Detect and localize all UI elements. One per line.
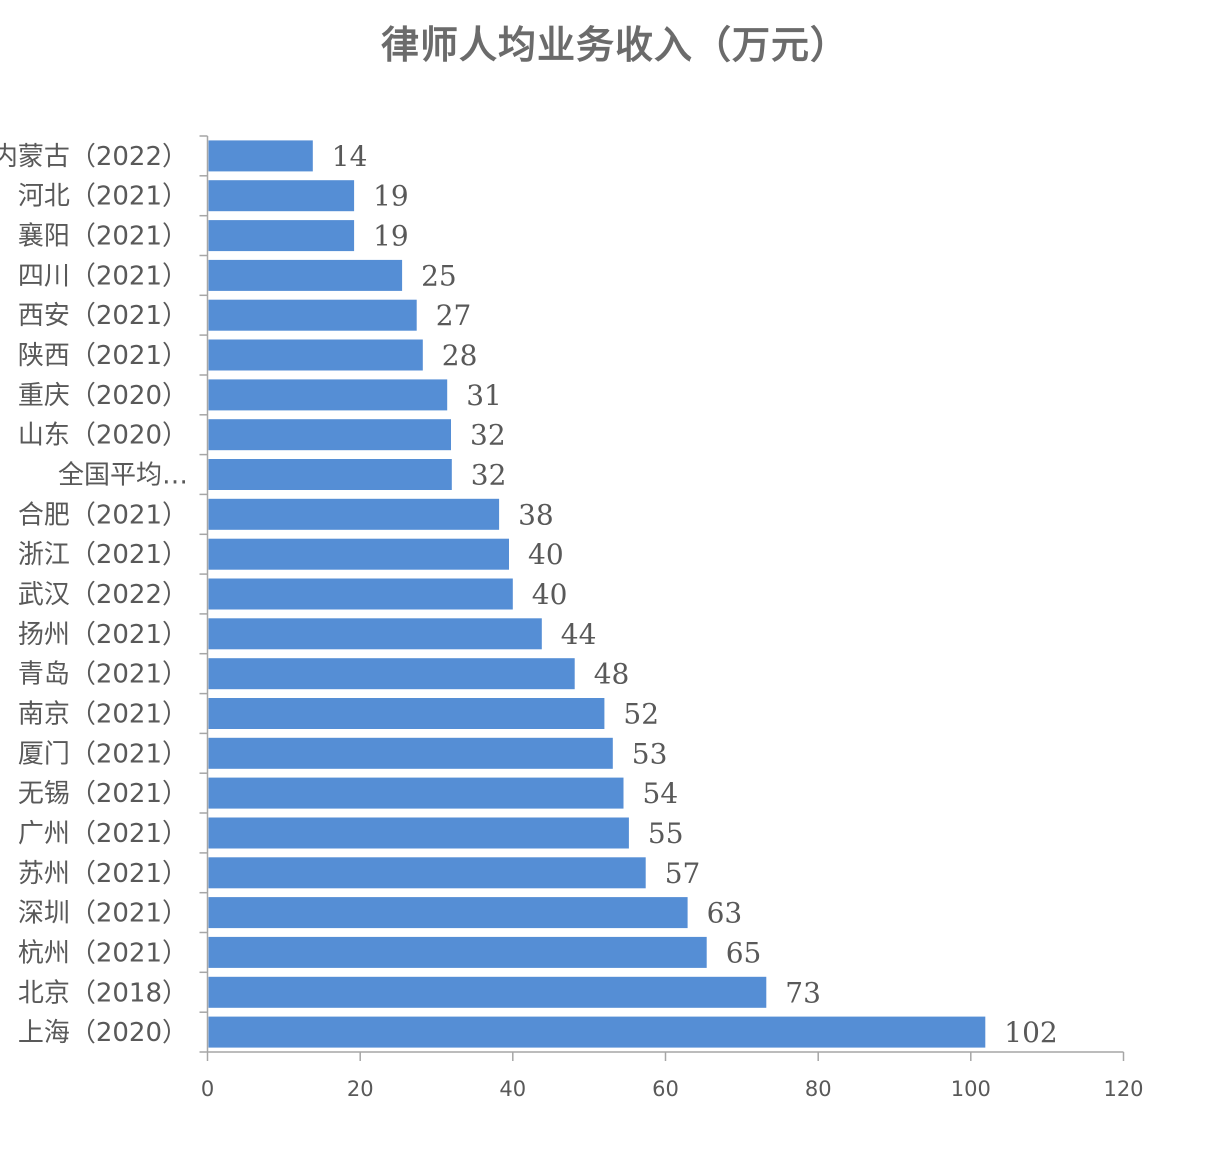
data-label: 19 — [373, 220, 409, 253]
category-label: 襄阳（2021） — [18, 222, 188, 252]
bar — [208, 379, 448, 411]
bars-group — [208, 140, 986, 1048]
category-label: 深圳（2021） — [18, 899, 188, 929]
data-label: 54 — [643, 777, 679, 810]
bar — [208, 419, 451, 451]
bar — [208, 180, 355, 212]
category-label: 内蒙古（2022） — [0, 142, 188, 172]
bar — [208, 339, 423, 371]
data-label: 53 — [632, 737, 668, 770]
data-label: 32 — [470, 419, 506, 452]
bar — [208, 936, 707, 968]
data-label: 31 — [466, 379, 502, 412]
value-labels-group: 1419192527283132323840404448525354555763… — [332, 140, 1058, 1049]
bar — [208, 737, 613, 769]
x-ticks-group: 0 20 40 60 80 100 120 — [201, 1052, 1144, 1101]
data-label: 57 — [665, 857, 701, 890]
category-label: 广州（2021） — [18, 819, 188, 849]
category-label: 四川（2021） — [18, 261, 188, 291]
bar — [208, 220, 355, 252]
category-label: 西安（2021） — [18, 301, 188, 331]
category-label: 重庆（2020） — [18, 381, 188, 411]
category-label: 合肥（2021） — [18, 500, 188, 530]
x-tick-label: 120 — [1103, 1077, 1143, 1101]
data-label: 55 — [648, 817, 684, 850]
x-tick-label: 20 — [347, 1077, 374, 1101]
data-label: 102 — [1004, 1016, 1057, 1049]
category-label: 陕西（2021） — [18, 341, 188, 371]
bar — [208, 658, 575, 690]
data-label: 32 — [471, 459, 507, 492]
chart-title: 律师人均业务收入（万元） — [380, 23, 849, 67]
bar — [208, 857, 646, 889]
data-label: 40 — [528, 538, 564, 571]
data-label: 48 — [594, 658, 630, 691]
bar — [208, 897, 688, 929]
data-label: 65 — [726, 936, 762, 969]
data-label: 44 — [561, 618, 597, 651]
category-label: 河北（2021） — [18, 182, 188, 212]
data-label: 28 — [442, 339, 478, 372]
x-tick-label: 0 — [201, 1077, 214, 1101]
bar — [208, 578, 513, 610]
x-tick-label: 80 — [805, 1077, 832, 1101]
bar — [208, 538, 509, 570]
x-tick-label: 60 — [652, 1077, 679, 1101]
category-label: 上海（2020） — [18, 1018, 188, 1048]
x-tick-label: 100 — [951, 1077, 991, 1101]
category-label: 厦门（2021） — [18, 739, 188, 769]
bar — [208, 498, 500, 530]
bar — [208, 459, 452, 490]
category-label: 浙江（2021） — [18, 540, 188, 570]
data-label: 25 — [421, 259, 457, 292]
category-label: 无锡（2021） — [18, 779, 188, 809]
bar — [208, 1016, 986, 1048]
category-label: 杭州（2021） — [18, 938, 188, 968]
data-label: 38 — [518, 498, 554, 531]
category-label: 青岛（2021） — [18, 660, 188, 690]
bar — [208, 976, 767, 1008]
bar — [208, 140, 313, 172]
data-label: 19 — [373, 180, 409, 213]
category-labels-group: 内蒙古（2022） 河北（2021） 襄阳（2021） 四川（2021） 西安（2021… — [0, 142, 188, 1048]
bar — [208, 817, 629, 849]
category-label: 扬州（2021） — [18, 620, 188, 650]
bar — [208, 259, 403, 291]
y-ticks-group — [199, 135, 208, 1053]
bar — [208, 618, 542, 650]
data-label: 40 — [532, 578, 568, 611]
category-label: 全国平均… — [58, 461, 188, 491]
data-label: 27 — [436, 299, 472, 332]
bar — [208, 698, 605, 729]
data-label: 52 — [623, 698, 659, 731]
data-label: 73 — [785, 976, 821, 1009]
x-tick-label: 40 — [499, 1077, 526, 1101]
category-label: 武汉（2022） — [18, 580, 188, 610]
category-label: 苏州（2021） — [18, 859, 188, 889]
category-label: 南京（2021） — [18, 700, 188, 730]
bar — [208, 777, 624, 809]
category-label: 北京（2018） — [18, 978, 188, 1008]
category-label: 山东（2020） — [18, 421, 188, 451]
data-label: 63 — [707, 897, 743, 930]
bar — [208, 299, 417, 331]
data-label: 14 — [332, 140, 368, 173]
